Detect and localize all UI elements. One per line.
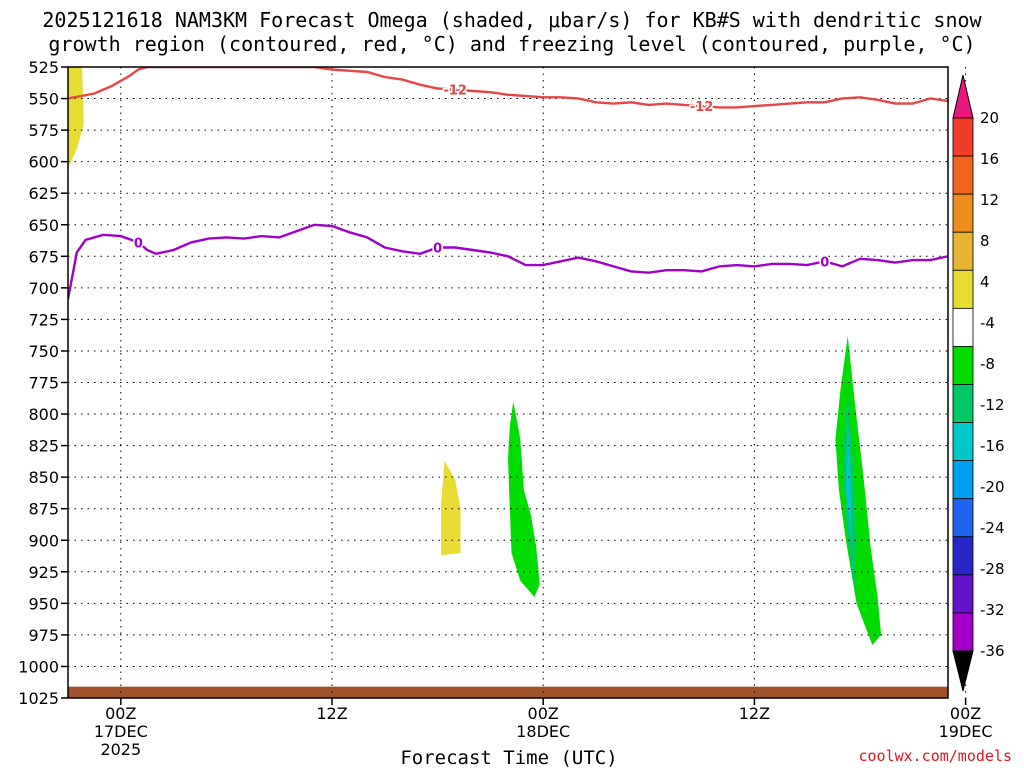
- colorbar-swatch: [952, 536, 974, 576]
- x-tick-label: 17DEC: [94, 722, 148, 741]
- dgz-contour-line: [68, 67, 948, 109]
- y-tick-label: 525: [28, 58, 59, 77]
- colorbar-swatch: [952, 193, 974, 233]
- colorbar-swatch: [952, 460, 974, 500]
- colorbar-swatch: [952, 612, 974, 652]
- colorbar-swatch: [952, 422, 974, 462]
- x-tick-label: 00Z: [950, 704, 981, 723]
- y-tick-label: 650: [28, 216, 59, 235]
- y-axis-ticks: 525 550 575 600 625 650 675 700 725 750 775 800 825 8…: [18, 58, 68, 708]
- plot-grid: [68, 67, 967, 699]
- colorbar-label: -8: [980, 355, 995, 373]
- chart-title-line1: 2025121618 NAM3KM Forecast Omega (shaded…: [42, 8, 982, 32]
- colorbar-swatch: [952, 231, 974, 271]
- colorbar-label: 12: [980, 191, 999, 209]
- y-tick-label: 575: [28, 121, 59, 140]
- colorbar: 20 16 12 8 4 -4 -8 -12 -16 -20 -24 -28 -32 -36: [952, 74, 1005, 692]
- colorbar-swatch: [952, 155, 974, 195]
- y-tick-label: 800: [28, 405, 59, 424]
- colorbar-swatch: [952, 307, 974, 347]
- contour-lines: [68, 67, 948, 300]
- y-tick-label: 750: [28, 342, 59, 361]
- colorbar-label: -24: [980, 519, 1005, 537]
- y-tick-label: 625: [28, 184, 59, 203]
- freezing-contour-label: 0: [433, 241, 442, 256]
- colorbar-label: -16: [980, 437, 1005, 455]
- colorbar-label: -4: [980, 314, 995, 332]
- x-tick-label: 00Z: [528, 704, 559, 723]
- y-tick-label: 975: [28, 626, 59, 645]
- x-tick-label: 00Z: [105, 704, 136, 723]
- x-tick-label: 19DEC: [939, 722, 993, 741]
- contour-labels: -12 -12 0 0 0: [132, 82, 830, 272]
- freezing-contour-label: 0: [820, 255, 829, 270]
- y-tick-label: 700: [28, 279, 59, 298]
- colorbar-swatch: [952, 269, 974, 309]
- x-tick-label: 12Z: [739, 704, 770, 723]
- omega-region-7: [1011, 149, 1024, 376]
- colorbar-swatch: [952, 117, 974, 157]
- y-tick-label: 925: [28, 563, 59, 582]
- dgz-contour-label: -12: [690, 100, 714, 115]
- y-tick-label: 1025: [18, 689, 59, 708]
- freezing-contour-label: 0: [134, 236, 143, 251]
- omega-region-2: [508, 401, 540, 597]
- colorbar-swatch: [952, 346, 974, 385]
- colorbar-label: -20: [980, 478, 1005, 496]
- colorbar-top-arrow: [952, 74, 974, 119]
- y-tick-label: 850: [28, 468, 59, 487]
- colorbar-label: 20: [980, 109, 999, 127]
- colorbar-label: 8: [980, 232, 990, 250]
- colorbar-label: -28: [980, 560, 1005, 578]
- colorbar-label: -12: [980, 396, 1005, 414]
- omega-region-0: [68, 67, 84, 168]
- y-tick-label: 875: [28, 500, 59, 519]
- credit-text: coolwx.com/models: [858, 747, 1012, 765]
- omega-region-1: [441, 460, 461, 556]
- x-tick-label: 18DEC: [516, 722, 570, 741]
- omega-region-8: [1020, 193, 1024, 307]
- colorbar-label: -36: [980, 642, 1005, 660]
- colorbar-label: 16: [980, 150, 999, 168]
- colorbar-label: 4: [980, 273, 990, 291]
- surface-terrain: [68, 686, 948, 698]
- x-tick-label: 12Z: [316, 704, 347, 723]
- y-tick-label: 725: [28, 310, 59, 329]
- y-tick-label: 550: [28, 90, 59, 109]
- chart-title-line2: growth region (contoured, red, °C) and f…: [48, 32, 975, 56]
- colorbar-swatch: [952, 498, 974, 538]
- dgz-contour-label: -12: [443, 84, 467, 99]
- y-tick-label: 825: [28, 437, 59, 456]
- x-tick-label: 2025: [100, 740, 141, 759]
- colorbar-label: -32: [980, 601, 1005, 619]
- surface-ground: [68, 686, 948, 698]
- colorbar-swatch: [952, 384, 974, 423]
- freezing-contour-line: [68, 223, 948, 300]
- colorbar-bottom-arrow: [952, 650, 974, 692]
- y-tick-label: 950: [28, 594, 59, 613]
- x-axis-label: Forecast Time (UTC): [400, 747, 617, 768]
- y-tick-label: 775: [28, 374, 59, 393]
- y-tick-label: 900: [28, 531, 59, 550]
- y-tick-label: 600: [28, 153, 59, 172]
- omega-shading: [68, 67, 1024, 645]
- colorbar-swatch: [952, 574, 974, 614]
- y-tick-label: 675: [28, 247, 59, 266]
- y-tick-label: 1000: [18, 657, 59, 676]
